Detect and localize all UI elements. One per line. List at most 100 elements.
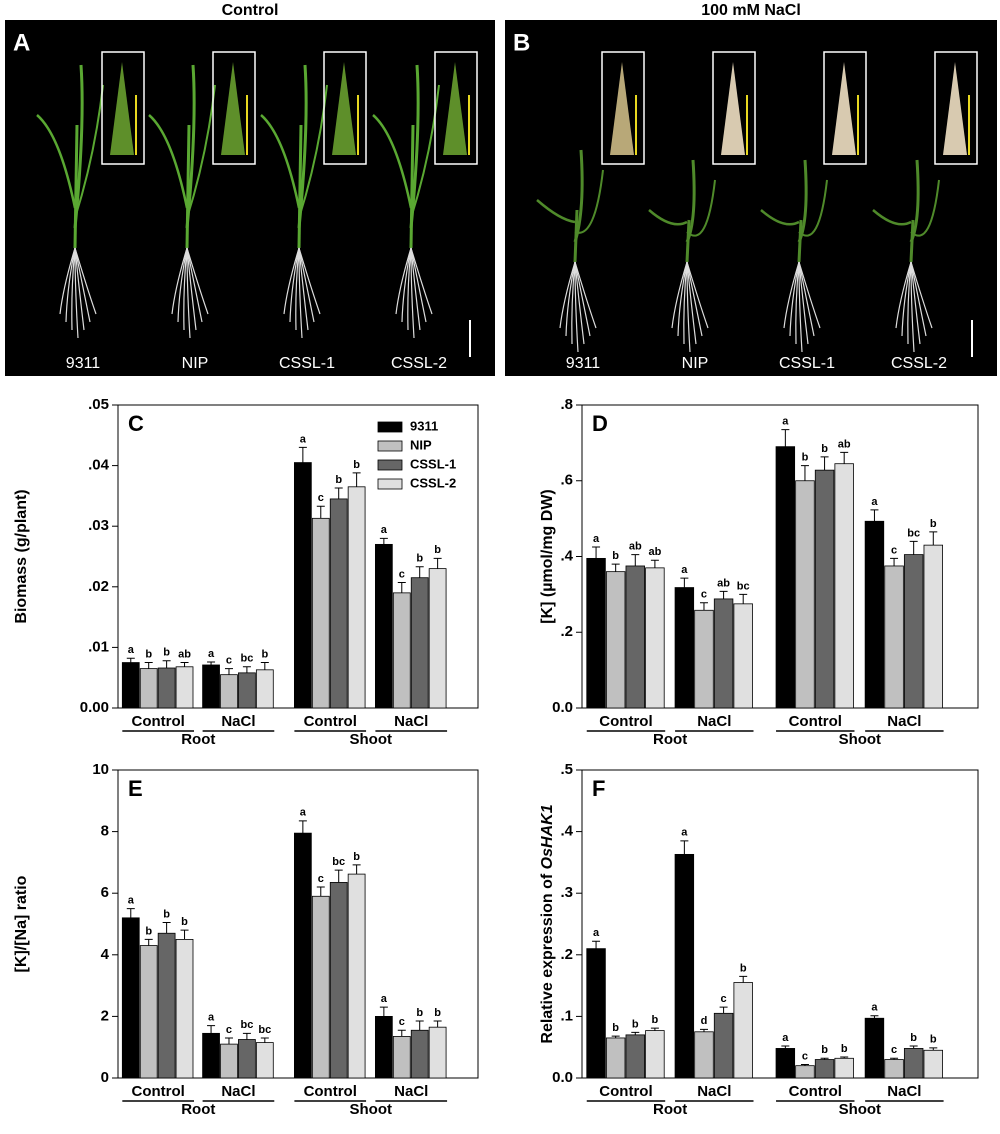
leaf: [536, 199, 576, 224]
leaf: [872, 209, 912, 226]
leaf: [148, 114, 189, 209]
significance-letter: b: [416, 1007, 423, 1019]
error-bar: [739, 975, 748, 983]
y-tick-label: .8: [560, 396, 573, 413]
y-tick-label: .4: [560, 547, 573, 564]
error-bar: [352, 472, 361, 487]
inset-frame: [212, 51, 256, 165]
error-bar: [433, 1020, 442, 1028]
y-tick-label: .6: [560, 472, 573, 489]
significance-letter: a: [593, 927, 600, 939]
root: [798, 261, 821, 329]
error-bar: [699, 1028, 708, 1032]
bar: [329, 498, 348, 709]
legend-label: NIP: [410, 437, 432, 452]
significance-letter: b: [740, 962, 747, 974]
leaf: [760, 209, 800, 226]
y-tick-label: .4: [560, 823, 573, 840]
root: [289, 247, 300, 323]
root: [186, 247, 191, 339]
error-bar: [180, 662, 189, 667]
significance-letter: ab: [648, 546, 661, 558]
y-tick-label: .02: [88, 578, 109, 595]
root: [407, 247, 412, 331]
bar: [255, 1042, 274, 1079]
error-bar: [162, 921, 171, 934]
error-bar: [890, 557, 899, 566]
inset-frame: [712, 51, 756, 165]
leaf: [686, 179, 716, 237]
error-bar: [739, 593, 748, 604]
y-tick-label: .03: [88, 517, 109, 534]
x-category-label: NaCl: [697, 1083, 731, 1100]
significance-letter: c: [399, 568, 405, 580]
leaf: [909, 159, 920, 243]
root: [186, 247, 203, 323]
legend-swatch: [377, 440, 403, 452]
bar: [311, 895, 330, 1079]
y-axis-label: Relative expression of OsHAK1: [539, 804, 556, 1043]
error-bar: [334, 869, 343, 883]
x-category-label: NaCl: [394, 1083, 428, 1100]
root: [574, 261, 591, 337]
bar: [625, 1034, 645, 1079]
bar: [392, 592, 411, 709]
x-category-label: Control: [131, 713, 184, 730]
legend-swatch: [377, 478, 403, 490]
leaf: [185, 64, 196, 229]
significance-letter: b: [821, 1044, 828, 1056]
significance-letter: c: [891, 1044, 897, 1056]
legend-swatch: [377, 421, 403, 433]
significance-letter: b: [910, 1032, 917, 1044]
significance-letter: a: [208, 648, 215, 660]
bar: [605, 571, 626, 709]
error-bar: [207, 1025, 216, 1034]
bar: [157, 667, 176, 709]
root: [410, 247, 433, 315]
error-bar: [800, 1063, 809, 1066]
root: [395, 247, 412, 315]
root: [410, 247, 427, 323]
significance-letter: a: [782, 416, 789, 428]
bar: [238, 672, 256, 709]
error-bar: [719, 1006, 728, 1014]
x-category-label: NaCl: [221, 1083, 255, 1100]
bar: [238, 1039, 256, 1079]
significance-letter: a: [300, 433, 307, 445]
error-bar: [144, 938, 153, 946]
bar: [329, 882, 348, 1079]
plant-label: NIP: [182, 355, 209, 372]
bar: [903, 554, 924, 709]
error-bar: [820, 456, 829, 471]
root: [571, 261, 576, 345]
leaf: [573, 149, 584, 243]
x-category-label: NaCl: [887, 1083, 921, 1100]
root: [910, 261, 921, 345]
root: [910, 261, 933, 329]
inset-frame: [101, 51, 145, 165]
significance-letter: bc: [907, 527, 920, 539]
significance-letter: b: [632, 1018, 639, 1030]
panel-title: 100 mM NaCl: [701, 2, 801, 19]
root: [910, 261, 915, 353]
error-bar: [680, 577, 689, 588]
root: [574, 261, 579, 353]
inset-frame: [823, 51, 867, 165]
error-bar: [126, 657, 135, 663]
bar: [694, 1031, 714, 1079]
root: [895, 261, 912, 329]
plant-label: CSSL-1: [779, 355, 835, 372]
bar: [733, 603, 753, 709]
significance-letter: c: [226, 1024, 232, 1036]
y-axis-label-text: Biomass (g/plant): [13, 489, 30, 623]
significance-letter: bc: [240, 653, 253, 665]
leaf: [260, 114, 301, 209]
x-category-label: Control: [131, 1083, 184, 1100]
root: [71, 247, 76, 331]
x-group-label: Shoot: [839, 731, 882, 748]
error-bar: [334, 487, 343, 499]
leaf: [410, 84, 440, 219]
bar: [586, 948, 606, 1079]
root: [910, 261, 927, 337]
x-category-label: Control: [304, 1083, 357, 1100]
